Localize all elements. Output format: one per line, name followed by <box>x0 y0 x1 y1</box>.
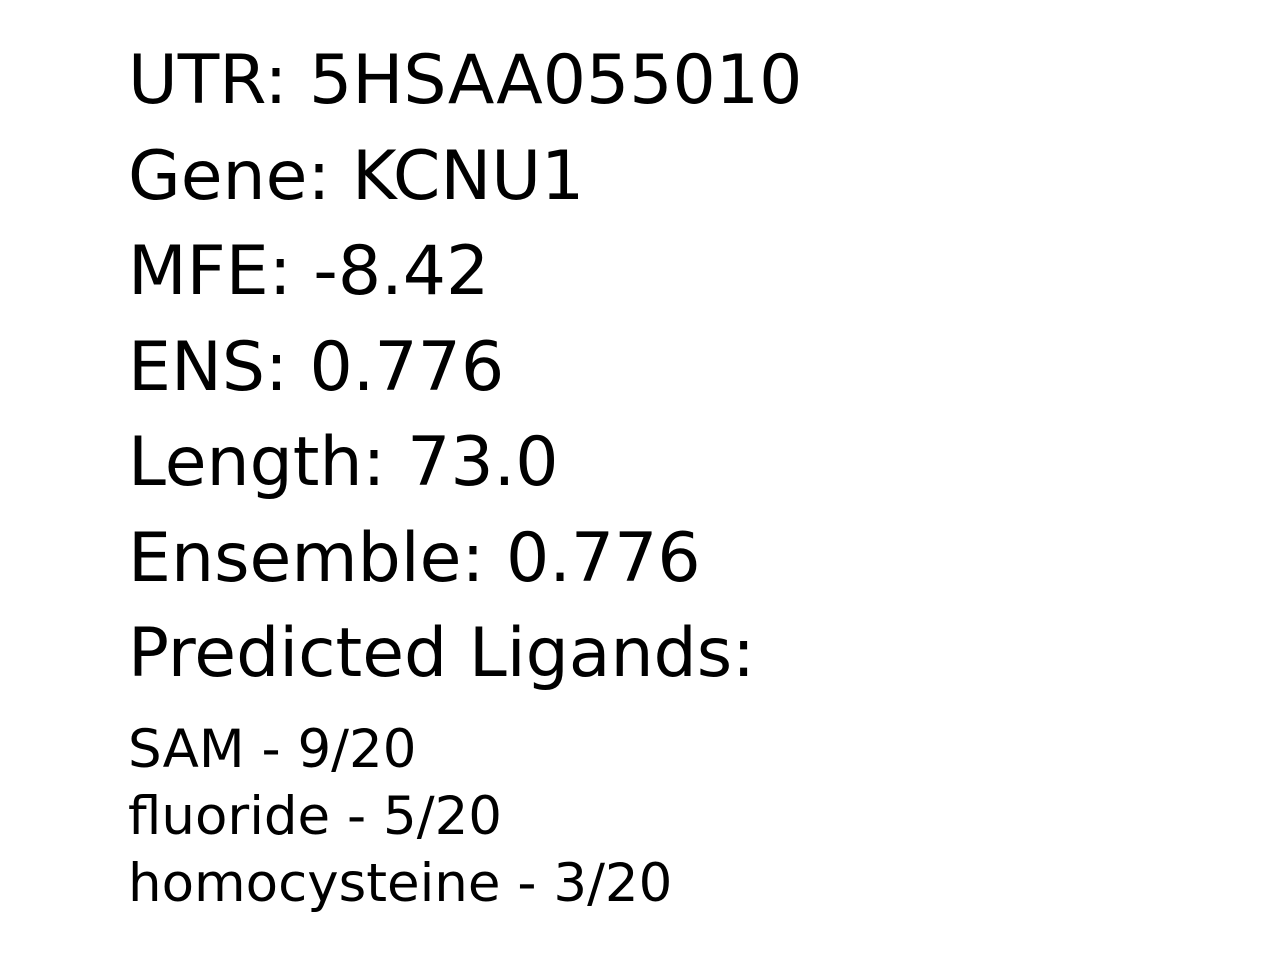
field-label: UTR <box>128 41 265 120</box>
ensemble-field: Ensemble: 0.776 <box>128 518 701 598</box>
field-label: MFE <box>128 232 269 311</box>
field-value: 0.776 <box>506 518 701 598</box>
field-value: 0.776 <box>309 327 505 407</box>
ligand-name: SAM <box>128 719 245 780</box>
field-value: -8.42 <box>313 232 490 311</box>
field-value: 5HSAA055010 <box>309 41 803 120</box>
ligands-heading: Predicted Ligands: <box>128 614 756 693</box>
ligand-name: homocysteine <box>128 853 501 914</box>
ligand-name: fluoride <box>128 786 331 847</box>
mfe-field: MFE: -8.42 <box>128 232 490 311</box>
ligand-score: 9/20 <box>297 719 417 780</box>
field-label: Length <box>128 423 363 502</box>
ens-field: ENS: 0.776 <box>128 327 505 407</box>
ligand-item: fluoride - 5/20 <box>128 786 503 847</box>
gene-field: Gene: KCNU1 <box>128 136 585 216</box>
utr-field: UTR: 5HSAA055010 <box>128 41 803 120</box>
field-label: Ensemble <box>128 518 462 598</box>
ligand-score: 3/20 <box>553 853 673 914</box>
utr-info-panel: UTR: 5HSAA055010 Gene: KCNU1 MFE: -8.42 … <box>128 33 802 702</box>
field-value: 73.0 <box>407 423 559 502</box>
ligand-item: homocysteine - 3/20 <box>128 853 673 914</box>
length-field: Length: 73.0 <box>128 423 559 502</box>
field-value: KCNU1 <box>352 136 585 216</box>
ligand-list: SAM - 9/20 fluoride - 5/20 homocysteine … <box>128 716 672 917</box>
field-label: ENS <box>128 327 265 407</box>
field-label: Gene <box>128 136 308 216</box>
ligand-item: SAM - 9/20 <box>128 719 417 780</box>
ligand-score: 5/20 <box>383 786 503 847</box>
